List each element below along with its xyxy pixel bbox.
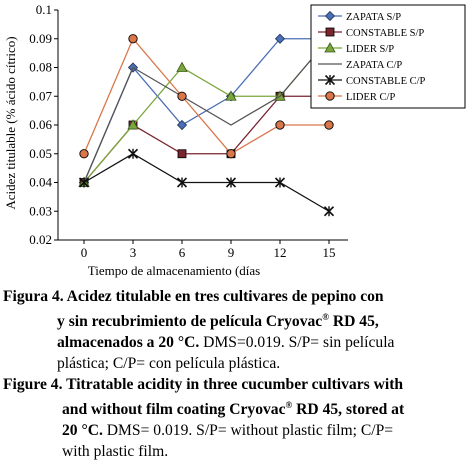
data-point <box>78 177 90 188</box>
registered-mark: ® <box>322 312 329 322</box>
series-zapata_cp <box>83 38 330 183</box>
caption-es-line3-label: almacenados a 20 °C. <box>57 334 200 352</box>
series-line <box>83 37 329 155</box>
caption-es-line1: Figura 4. Acidez titulable en tres culti… <box>3 288 384 305</box>
legend-swatch-marker <box>324 42 336 53</box>
y-tick-label: 0.07 <box>29 88 52 103</box>
legend-item-constable_cp: CONSTABLE C/P <box>318 74 426 87</box>
legend-swatch-marker <box>324 10 336 22</box>
legend: ZAPATA S/P CONSTABLE S/P LIDER S/P ZAPATA C… <box>310 4 466 109</box>
series-constable_cp <box>78 148 335 217</box>
data-point <box>79 149 89 159</box>
data-point <box>128 34 138 44</box>
legend-label: ZAPATA C/P <box>346 60 402 71</box>
data-point <box>176 177 188 188</box>
figure-caption-es: Figura 4. Acidez titulable en tres culti… <box>0 286 475 374</box>
legend-item-zapata_sp: ZAPATA S/P <box>318 10 401 23</box>
x-tick-label: 9 <box>228 245 235 260</box>
y-tick-label: 0.06 <box>29 117 52 132</box>
data-point <box>176 119 188 131</box>
series-line <box>83 152 330 212</box>
x-tick-label: 6 <box>179 245 186 260</box>
data-point <box>225 177 237 188</box>
registered-mark: ® <box>285 400 293 410</box>
caption-es-line2b: RD 45, <box>328 313 379 331</box>
chart-axes <box>54 9 348 244</box>
legend-item-lider_cp: LIDER C/P <box>318 91 395 103</box>
caption-en-line2: and without film coating Cryovac <box>62 401 286 419</box>
data-point <box>225 90 237 101</box>
legend-label: LIDER S/P <box>346 44 394 55</box>
legend-label: ZAPATA S/P <box>346 12 401 23</box>
y-tick-label: 0.1 <box>36 2 52 17</box>
y-tick-label: 0.09 <box>29 31 52 46</box>
x-tick-label: 12 <box>274 245 287 260</box>
x-tick-label: 3 <box>130 245 137 260</box>
y-tick-label: 0.03 <box>29 203 52 218</box>
caption-en-line1: Figure 4. Titratable acidity in three cu… <box>3 376 404 393</box>
data-point <box>177 91 187 101</box>
series-lider_cp <box>79 34 334 159</box>
data-point <box>176 61 188 72</box>
figure-caption-en: Figure 4. Titratable acidity in three cu… <box>0 374 475 462</box>
data-point <box>323 206 335 217</box>
y-tick-labels: 0.02 0.03 0.04 0.05 0.06 0.07 0.08 0.09 0.1 <box>29 2 52 247</box>
y-axis-label: Acidez titulable (% ácido cítrico) <box>3 36 18 209</box>
series-line <box>83 38 330 183</box>
caption-en-line3-label: 20 °C. <box>62 422 103 440</box>
caption-es-line2: y sin recubrimiento de película Cryovac <box>57 313 323 331</box>
caption-en-line4: with plastic film. <box>62 443 169 461</box>
y-tick-label: 0.08 <box>29 60 52 75</box>
y-tick-label: 0.04 <box>29 175 52 190</box>
legend-swatch-marker <box>325 91 335 101</box>
legend-item-zapata_cp: ZAPATA C/P <box>318 60 402 71</box>
data-point <box>275 120 285 130</box>
legend-box <box>310 4 466 109</box>
x-tick-labels: 0 3 6 9 12 15 <box>81 245 336 260</box>
caption-es-line4: plástica; C/P= con película plástica. <box>57 355 281 373</box>
legend-item-constable_sp: CONSTABLE S/P <box>318 27 424 39</box>
x-tick-label: 15 <box>323 245 336 260</box>
data-point <box>177 149 187 159</box>
legend-item-lider_sp: LIDER S/P <box>318 42 394 55</box>
x-tick-label: 0 <box>81 245 88 260</box>
line-chart: 0.02 0.03 0.04 0.05 0.06 0.07 0.08 0.09 0.1 0 3 6 9… <box>3 2 466 278</box>
x-axis-label: Tiempo de almacenamiento (días <box>88 263 260 278</box>
caption-en-line2b: RD 45, stored at <box>292 401 405 419</box>
data-point <box>127 119 139 130</box>
data-point <box>127 148 139 159</box>
legend-label: CONSTABLE S/P <box>346 28 424 39</box>
legend-label: LIDER C/P <box>346 92 395 103</box>
data-point <box>226 149 236 159</box>
y-tick-label: 0.05 <box>29 146 52 161</box>
data-point <box>274 177 286 188</box>
legend-label: CONSTABLE C/P <box>346 76 426 87</box>
series-constable_sp <box>79 91 334 187</box>
legend-swatch-marker <box>324 74 336 86</box>
data-point <box>324 120 334 130</box>
caption-es-line3-text: DMS=0.019. S/P= sin película <box>199 334 395 352</box>
data-series <box>78 32 335 217</box>
legend-swatch-marker <box>325 27 335 37</box>
caption-en-line3-text: DMS= 0.019. S/P= without plastic film; C… <box>102 422 394 440</box>
y-tick-label: 0.02 <box>29 232 52 247</box>
data-point <box>274 33 286 44</box>
